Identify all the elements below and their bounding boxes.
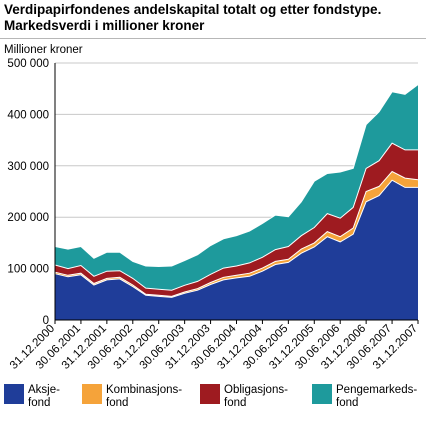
legend-label-0: Aksje- fond <box>28 384 60 409</box>
legend-swatch-1 <box>82 384 102 404</box>
legend-swatch-2 <box>200 384 220 404</box>
chart-title-line2: Markedsverdi i millioner kroner <box>4 18 205 33</box>
series-boundary-0 <box>54 179 418 298</box>
y-tick-label-5: 500 000 <box>7 58 49 70</box>
legend-label-2: Obligasjons- fond <box>224 384 288 409</box>
legend-label-3: Pengemarkeds- fond <box>336 384 418 409</box>
chart-legend: Aksje- fond Kombinasjons- fond Obligasjons… <box>0 382 426 422</box>
legend-swatch-3 <box>312 384 332 404</box>
series-boundary-3 <box>54 84 419 268</box>
y-axis-unit-label: Millioner kroner <box>4 44 83 56</box>
y-tick-label-4: 400 000 <box>7 109 49 121</box>
series-boundary-2 <box>54 142 418 291</box>
series-boundary-1 <box>54 170 419 297</box>
legend-label-1: Kombinasjons- fond <box>106 384 183 409</box>
chart-title: Verdipapirfondenes andelskapital totalt … <box>4 2 424 34</box>
y-tick-label-1: 100 000 <box>7 264 49 276</box>
chart-title-line1: Verdipapirfondenes andelskapital totalt … <box>4 2 382 17</box>
legend-swatch-0 <box>4 384 24 404</box>
area-series-0 <box>55 180 418 320</box>
y-tick-label-3: 300 000 <box>7 161 49 173</box>
y-tick-label-2: 200 000 <box>7 212 49 224</box>
area-series-3 <box>55 84 418 291</box>
y-tick-label-0: 0 <box>43 315 49 327</box>
title-divider <box>0 38 426 39</box>
